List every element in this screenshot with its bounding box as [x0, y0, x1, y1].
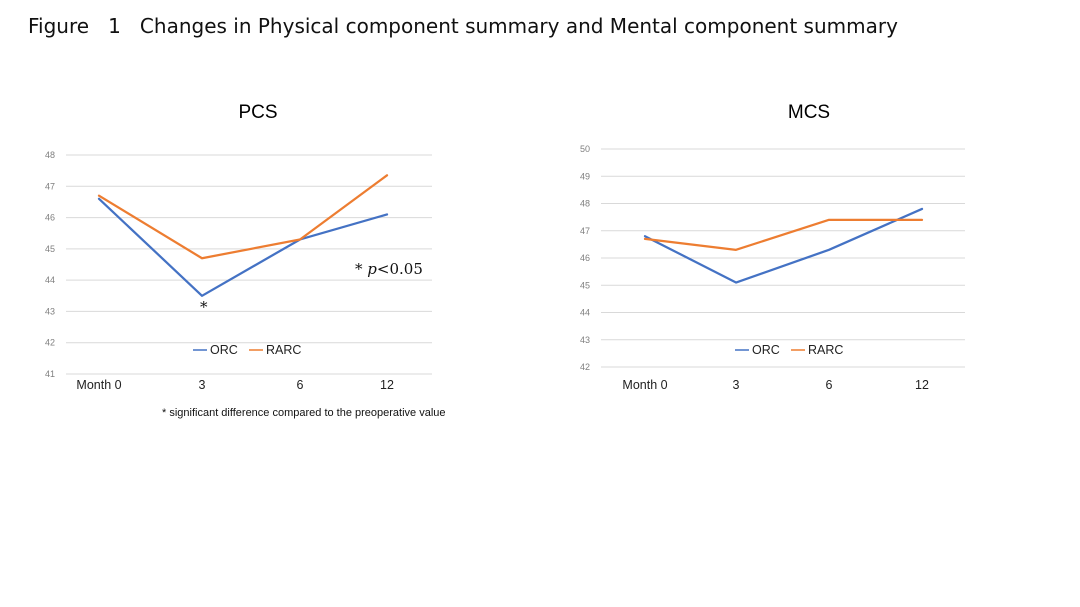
pcs-y-tick-label: 47	[45, 181, 55, 191]
pcs-significance-marker: *	[200, 298, 208, 316]
mcs-y-tick-label: 47	[580, 226, 590, 236]
mcs-y-tick-label: 45	[580, 280, 590, 290]
p-value-symbol: p	[367, 260, 377, 278]
mcs-x-tick-label: 3	[733, 378, 740, 392]
pcs-legend-label-rarc: RARC	[266, 343, 301, 357]
mcs-y-tick-label: 42	[580, 362, 590, 372]
mcs-x-tick-label: 6	[826, 378, 833, 392]
pcs-y-tick-label: 43	[45, 306, 55, 316]
pcs-series-rarc-line	[97, 174, 389, 260]
mcs-legend-label-rarc: RARC	[808, 343, 843, 357]
pcs-y-tick-label: 44	[45, 275, 55, 285]
mcs-y-tick-label: 44	[580, 308, 590, 318]
pcs-series-orc-line	[97, 197, 389, 297]
figure-title: Figure 1 Changes in Physical component s…	[28, 14, 898, 38]
significance-footnote: * significant difference compared to the…	[162, 407, 446, 419]
mcs-y-tick-label: 48	[580, 199, 590, 209]
pcs-x-tick-label: 6	[297, 378, 304, 392]
pcs-y-tick-label: 41	[45, 369, 55, 379]
p-value-threshold: <0.05	[376, 260, 423, 278]
p-value-annotation: * p<0.05	[355, 260, 423, 278]
mcs-chart-title: MCS	[787, 102, 831, 123]
pcs-legend-label-orc: ORC	[210, 343, 238, 357]
mcs-legend-label-orc: ORC	[752, 343, 780, 357]
mcs-y-tick-label: 50	[580, 144, 590, 154]
pcs-x-tick-label: 3	[199, 378, 206, 392]
pcs-y-tick-label: 45	[45, 244, 55, 254]
mcs-y-tick-label: 43	[580, 335, 590, 345]
mcs-y-tick-label: 49	[580, 171, 590, 181]
mcs-x-tick-label: Month 0	[622, 378, 667, 392]
mcs-series-rarc-line	[643, 218, 924, 251]
pcs-y-tick-label: 42	[45, 338, 55, 348]
pcs-y-tick-label: 46	[45, 213, 55, 223]
p-value-star: *	[355, 260, 363, 278]
pcs-x-tick-label: 12	[380, 378, 394, 392]
pcs-chart-title: PCS	[238, 102, 278, 123]
mcs-series-orc-line	[643, 207, 924, 284]
mcs-y-tick-label: 46	[580, 253, 590, 263]
pcs-y-tick-label: 48	[45, 150, 55, 160]
mcs-x-tick-label: 12	[915, 378, 929, 392]
pcs-x-tick-label: Month 0	[76, 378, 121, 392]
